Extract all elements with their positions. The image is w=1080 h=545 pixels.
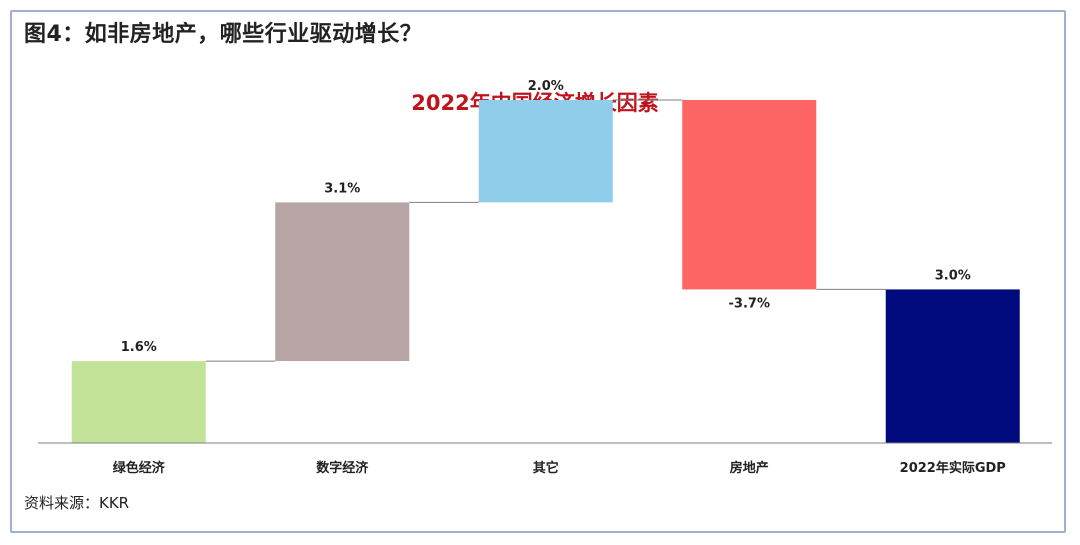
figure-title: 图4：如非房地产，哪些行业驱动增长？ (24, 22, 423, 47)
value-label-4: -3.7% (729, 296, 770, 311)
source-note: 资料来源：KKR (24, 494, 130, 512)
value-label-2: 3.1% (324, 181, 360, 196)
bar-5 (885, 289, 1020, 443)
category-label-1: 绿色经济 (113, 460, 166, 476)
bar-2 (275, 202, 410, 362)
value-label-5: 3.0% (935, 268, 971, 283)
category-label-2: 数字经济 (316, 460, 369, 476)
bar-4 (682, 100, 817, 290)
category-label-4: 房地产 (730, 460, 769, 476)
category-label-3: 其它 (533, 460, 559, 476)
bar-3 (478, 100, 613, 203)
category-label-5: 2022年实际GDP (900, 460, 1006, 476)
figure-frame (10, 10, 1066, 533)
value-label-1: 1.6% (121, 340, 157, 355)
value-label-3: 2.0% (528, 79, 564, 94)
bar-1 (71, 361, 206, 443)
